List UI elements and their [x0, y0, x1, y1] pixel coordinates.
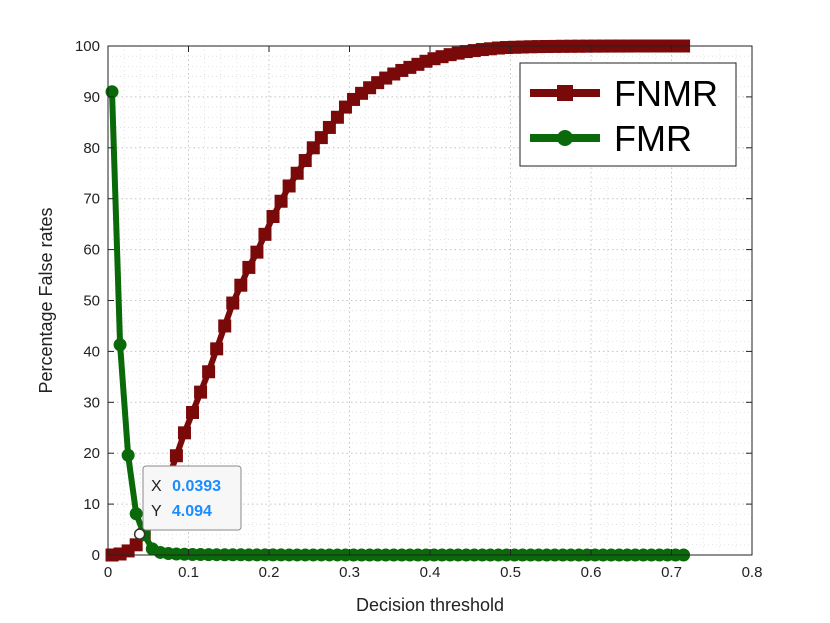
fnmr-point [234, 278, 248, 292]
svg-text:X 0.0393: X 0.0393 [151, 478, 221, 495]
y-tick-label: 70 [83, 191, 100, 208]
fnmr-point [258, 227, 272, 241]
x-tick-label: 0.7 [661, 564, 682, 581]
fnmr-point [202, 365, 216, 379]
x-tick-label: 0.6 [581, 564, 602, 581]
fnmr-point [330, 110, 344, 124]
fmr-point [113, 338, 127, 352]
fnmr-point [298, 154, 312, 168]
legend-fmr-marker [557, 130, 573, 146]
y-tick-label: 10 [83, 496, 100, 513]
datatip-y-value: 4.094 [172, 503, 212, 520]
fnmr-point [266, 210, 280, 224]
y-axis-label: Percentage False rates [36, 207, 56, 393]
x-tick-label: 0.8 [742, 564, 763, 581]
fnmr-point [186, 405, 200, 419]
fmr-point [129, 507, 143, 521]
fnmr-point [169, 449, 183, 463]
fnmr-point [218, 319, 232, 333]
x-tick-label: 0.2 [259, 564, 280, 581]
fnmr-point [194, 385, 208, 399]
datatip-point [133, 528, 146, 540]
fnmr-point [306, 141, 320, 155]
legend: FNMR FMR [519, 62, 737, 167]
datatip-box [142, 465, 242, 531]
x-tick-label: 0.4 [420, 564, 441, 581]
fmr-point [121, 448, 135, 462]
y-tick-label: 90 [83, 89, 100, 106]
fnmr-point [210, 342, 224, 356]
datatip-x-value: 0.0393 [172, 478, 221, 495]
y-tick-label: 20 [83, 445, 100, 462]
y-tick-label: 0 [92, 547, 100, 564]
y-tick-label: 80 [83, 140, 100, 157]
y-tick-label: 40 [83, 343, 100, 360]
y-tick-label: 100 [75, 38, 100, 55]
y-tick-label: 60 [83, 242, 100, 259]
x-tick-label: 0 [104, 564, 112, 581]
y-tick-label: 50 [83, 293, 100, 310]
legend-fmr-label: FMR [614, 118, 692, 159]
ticks: 0 0.1 0.2 0.3 0.4 0.5 0.6 0.7 0.8 0 10 20 30 40 50 60 70… [75, 38, 762, 581]
fnmr-point [250, 245, 264, 259]
fnmr-point [226, 296, 240, 310]
fnmr-point [314, 131, 328, 145]
fnmr-point [242, 260, 256, 274]
fnmr-point [177, 426, 191, 440]
x-tick-label: 0.5 [500, 564, 521, 581]
fnmr-point [290, 166, 304, 180]
x-tick-label: 0.1 [178, 564, 199, 581]
x-axis-label: Decision threshold [356, 595, 504, 615]
svg-text:Y 4.094: Y 4.094 [151, 503, 212, 520]
x-tick-label: 0.3 [339, 564, 360, 581]
legend-fnmr-marker [557, 85, 573, 101]
datatip-x-key: X [151, 478, 162, 495]
legend-fnmr-label: FNMR [614, 73, 718, 114]
fnmr-point [322, 120, 336, 134]
fnmr-point [129, 538, 143, 552]
datatip[interactable]: X 0.0393 Y 4.094 [133, 465, 242, 540]
datatip-y-key: Y [151, 503, 162, 520]
y-tick-label: 30 [83, 394, 100, 411]
fnmr-point [274, 194, 288, 208]
legend-box [519, 62, 737, 167]
fnmr-point [282, 179, 296, 193]
fmr-point [105, 85, 119, 99]
